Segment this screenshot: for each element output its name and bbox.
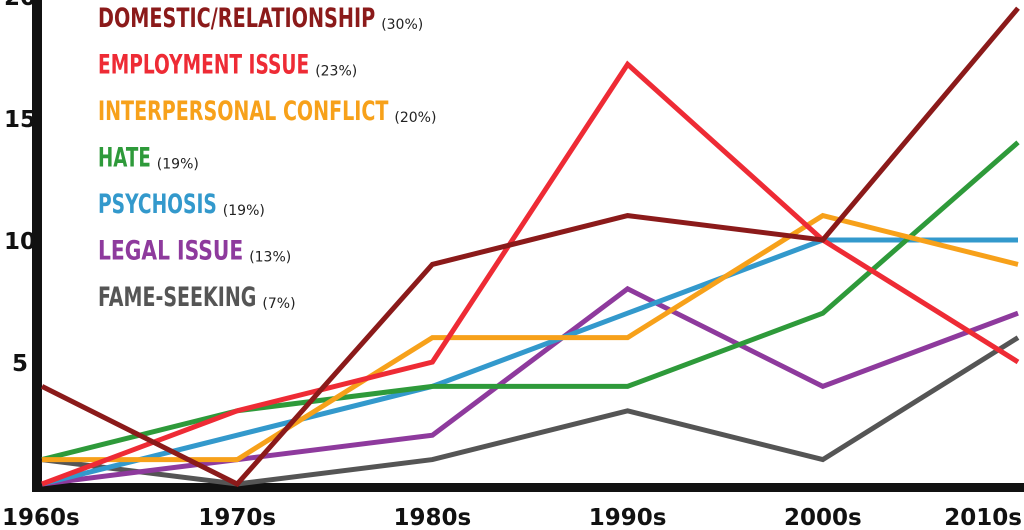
x-tick-label: 1960s bbox=[2, 505, 80, 530]
series-line bbox=[41, 60, 1020, 487]
y-axis-line bbox=[32, 0, 42, 492]
series-line bbox=[41, 335, 1020, 487]
x-tick-label: 1990s bbox=[589, 505, 667, 530]
y-tick-label: 10 bbox=[4, 229, 36, 255]
legend: DOMESTIC/RELATIONSHIP (30%) EMPLOYMENT ISS… bbox=[98, 3, 436, 313]
legend-item-label: PSYCHOSIS bbox=[98, 189, 217, 220]
y-tick-labels: 20 15 10 5 bbox=[4, 0, 36, 377]
series-line bbox=[41, 140, 1020, 463]
legend-item-label: INTERPERSONAL CONFLICT bbox=[98, 96, 389, 127]
legend-item-label: HATE bbox=[98, 143, 151, 174]
legend-item-label: DOMESTIC/RELATIONSHIP bbox=[98, 3, 375, 34]
x-tick-labels: 1960s 1970s 1980s 1990s 2000s 2010s bbox=[2, 505, 1022, 530]
legend-item-percent: (20%) bbox=[394, 110, 436, 126]
series-line bbox=[42, 212, 1019, 463]
series-line bbox=[41, 285, 1019, 487]
y-tick-label: 20 bbox=[4, 0, 36, 11]
series-lines bbox=[40, 6, 1020, 488]
legend-item-percent: (19%) bbox=[157, 157, 199, 173]
legend-item-percent: (7%) bbox=[262, 296, 295, 312]
x-tick-label: 2000s bbox=[784, 505, 862, 530]
legend-item-percent: (23%) bbox=[315, 64, 357, 80]
y-tick-label: 5 bbox=[12, 351, 28, 377]
x-axis-line bbox=[32, 483, 1024, 492]
legend-item-label: LEGAL ISSUE bbox=[98, 236, 243, 267]
legend-item-percent: (13%) bbox=[249, 250, 291, 266]
axes bbox=[32, 0, 1024, 492]
y-tick-label: 15 bbox=[4, 107, 36, 133]
x-tick-label: 1980s bbox=[394, 505, 472, 530]
legend-item-label: EMPLOYMENT ISSUE bbox=[98, 50, 309, 81]
legend-item-percent: (30%) bbox=[381, 17, 423, 33]
x-tick-label: 1970s bbox=[198, 505, 276, 530]
x-tick-label: 2010s bbox=[944, 505, 1022, 530]
legend-item-label: FAME-SEEKING bbox=[98, 282, 256, 313]
legend-item-percent: (19%) bbox=[223, 203, 265, 219]
series-line bbox=[40, 6, 1020, 488]
series-line bbox=[41, 237, 1018, 487]
